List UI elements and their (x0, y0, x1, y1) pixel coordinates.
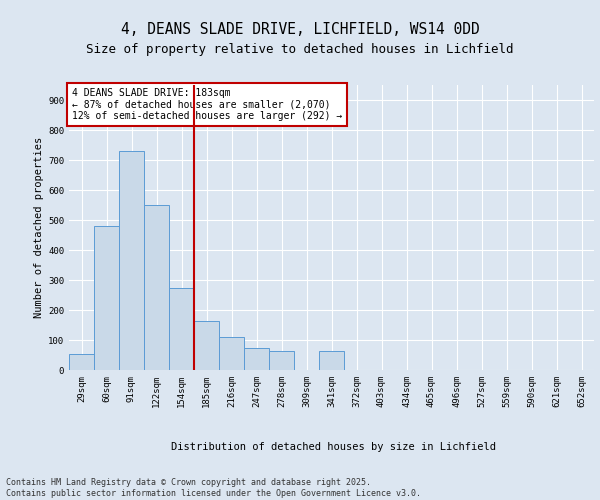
Text: Size of property relative to detached houses in Lichfield: Size of property relative to detached ho… (86, 42, 514, 56)
Bar (219, 337, 244, 370)
Bar (319, 350, 344, 370)
Text: 4, DEANS SLADE DRIVE, LICHFIELD, WS14 0DD: 4, DEANS SLADE DRIVE, LICHFIELD, WS14 0D… (121, 22, 479, 38)
Bar (194, 320, 219, 370)
Y-axis label: Number of detached properties: Number of detached properties (34, 137, 44, 318)
Bar (69, 354, 94, 370)
Bar (169, 288, 194, 370)
Text: 4 DEANS SLADE DRIVE: 183sqm
← 87% of detached houses are smaller (2,070)
12% of : 4 DEANS SLADE DRIVE: 183sqm ← 87% of det… (71, 88, 342, 121)
Bar (119, 151, 144, 370)
Bar (144, 205, 169, 370)
Bar (269, 350, 294, 370)
Text: Contains HM Land Registry data © Crown copyright and database right 2025.
Contai: Contains HM Land Registry data © Crown c… (6, 478, 421, 498)
Bar (244, 348, 269, 370)
Bar (94, 226, 119, 370)
Text: Distribution of detached houses by size in Lichfield: Distribution of detached houses by size … (170, 442, 496, 452)
